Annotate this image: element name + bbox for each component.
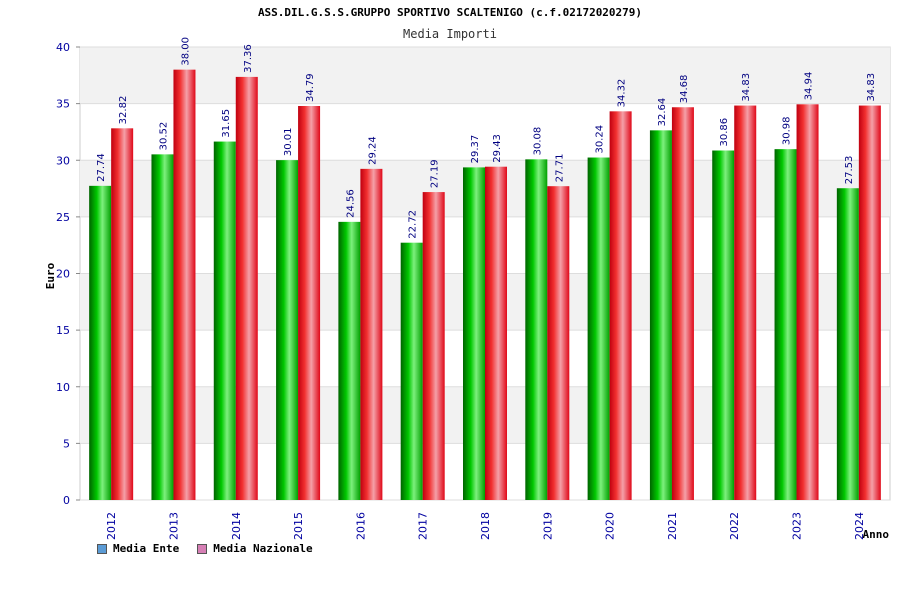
bar-media-nazionale: [422, 192, 445, 501]
y-tick-label: 15: [56, 324, 70, 337]
value-label: 34.83: [866, 73, 877, 102]
bar-media-ente: [276, 160, 299, 500]
bar-media-nazionale: [796, 104, 819, 500]
x-tick-label: 2012: [105, 512, 118, 540]
bar-media-nazionale: [485, 166, 507, 500]
value-label: 30.52: [158, 122, 169, 151]
bar-media-ente: [712, 150, 735, 500]
bar-media-nazionale: [858, 105, 881, 501]
value-label: 30.24: [595, 125, 606, 154]
value-label: 30.86: [719, 118, 730, 147]
y-axis-ticks: 0 5 10 15 20 25 30 35 40: [56, 41, 70, 507]
x-tick-label: 2021: [666, 512, 679, 540]
x-tick-label: 2022: [728, 512, 741, 540]
value-label: 29.37: [470, 135, 481, 164]
bar-media-ente: [400, 242, 423, 501]
y-tick-label: 5: [63, 437, 70, 450]
value-label: 32.64: [657, 98, 668, 127]
value-label: 30.01: [283, 127, 294, 156]
bar-media-ente: [151, 154, 174, 500]
bar-media-ente: [836, 188, 859, 500]
value-label: 34.83: [741, 73, 752, 102]
bar-media-ente: [463, 167, 485, 500]
y-tick-label: 20: [56, 268, 70, 281]
bar-media-ente: [89, 185, 112, 501]
y-tick-label: 35: [56, 98, 70, 111]
value-label: 34.79: [305, 73, 316, 102]
legend-item-ente: Media Ente: [97, 542, 179, 555]
legend-label-ente: Media Ente: [113, 542, 180, 555]
x-tick-label: 2018: [479, 512, 492, 540]
bar-media-ente: [525, 159, 548, 500]
y-axis-label: Euro: [44, 262, 57, 289]
value-label: 30.08: [532, 127, 543, 156]
value-label: 27.71: [554, 154, 565, 183]
chart-subtitle: Media Importi: [403, 27, 497, 41]
bar-media-nazionale: [547, 186, 570, 500]
value-label: 27.53: [844, 156, 855, 185]
value-label: 27.19: [430, 159, 441, 188]
chart-title: ASS.DIL.G.S.S.GRUPPO SPORTIVO SCALTENIGO…: [258, 6, 642, 19]
x-tick-label: 2013: [167, 512, 180, 540]
bar-media-ente: [774, 149, 797, 501]
bar-media-nazionale: [671, 107, 694, 501]
bar-media-ente: [587, 157, 610, 501]
value-label: 31.65: [221, 109, 232, 138]
value-label: 34.32: [617, 79, 628, 108]
x-tick-label: 2023: [791, 512, 804, 540]
legend-item-nazionale: Media Nazionale: [197, 542, 313, 555]
value-label: 29.24: [367, 136, 378, 165]
value-label: 27.74: [96, 153, 107, 182]
x-tick-label: 2016: [354, 512, 367, 540]
y-tick-label: 30: [56, 154, 70, 167]
value-labels: 27.74 32.82 30.52 38.00 31.65 37.36 30.01 34.79…: [96, 37, 877, 239]
bar-media-ente: [649, 130, 672, 501]
bar-media-nazionale: [734, 105, 757, 501]
value-label: 34.94: [804, 72, 815, 101]
value-label: 34.68: [679, 75, 690, 104]
x-tick-label: 2020: [604, 512, 617, 540]
bar-media-nazionale: [235, 76, 258, 500]
x-tick-label: 2017: [417, 512, 430, 540]
value-label: 37.36: [243, 44, 254, 73]
x-axis-ticks: 2012 2013 2014 2015 2016 2017 2018 2019 2020 2021…: [105, 512, 866, 540]
value-label: 38.00: [180, 37, 191, 66]
x-tick-label: 2014: [230, 512, 243, 540]
value-label: 29.43: [492, 134, 503, 163]
bar-media-nazionale: [173, 69, 196, 501]
bar-media-nazionale: [298, 106, 321, 501]
y-tick-label: 10: [56, 381, 70, 394]
bar-media-nazionale: [111, 128, 134, 500]
legend-label-nazionale: Media Nazionale: [213, 542, 313, 555]
x-tick-label: 2019: [541, 512, 554, 540]
y-tick-label: 25: [56, 211, 70, 224]
bar-media-nazionale: [360, 168, 383, 500]
x-axis-label: Anno: [863, 528, 890, 541]
legend: Media Ente Media Nazionale: [97, 542, 313, 555]
value-label: 24.56: [345, 189, 356, 218]
x-tick-label: 2024: [853, 512, 866, 540]
bars: [89, 69, 881, 501]
legend-swatch-nazionale: [197, 543, 208, 554]
value-label: 22.72: [408, 210, 419, 239]
plot-band: [80, 47, 890, 104]
y-tick-label: 40: [56, 41, 70, 54]
value-label: 30.98: [782, 117, 793, 146]
bar-media-nazionale: [609, 111, 632, 501]
bar-media-ente: [338, 221, 361, 500]
x-tick-label: 2015: [292, 512, 305, 540]
bar-media-ente: [213, 141, 236, 500]
legend-swatch-ente: [97, 543, 107, 554]
value-label: 32.82: [118, 96, 129, 125]
y-tick-label: 0: [63, 494, 70, 507]
